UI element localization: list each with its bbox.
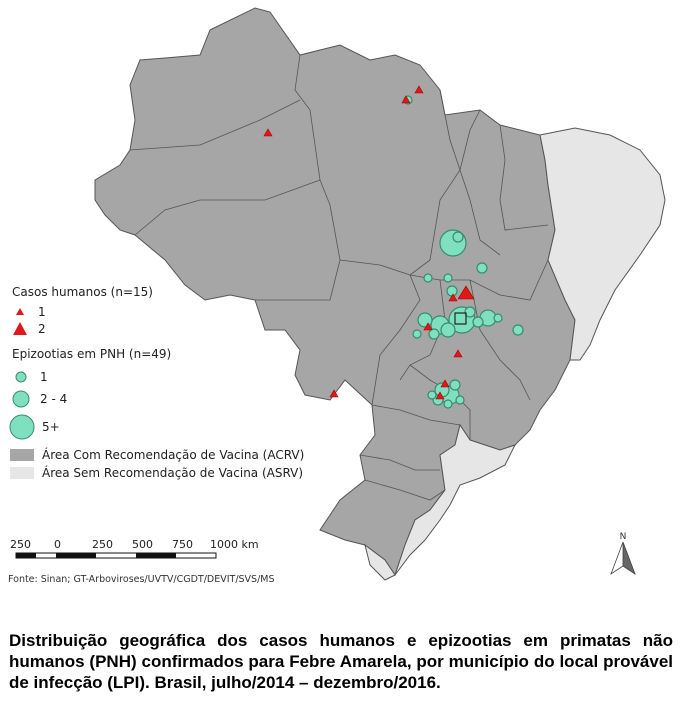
asrv-swatch bbox=[10, 467, 34, 479]
legend-human-cases-title: Casos humanos (n=15) bbox=[12, 285, 153, 299]
figure-caption: Distribuição geográfica dos casos humano… bbox=[9, 631, 673, 692]
epizootia-markers bbox=[403, 95, 524, 409]
scale-tick-3: 500 bbox=[132, 538, 153, 551]
scale-tick-4: 750 bbox=[172, 538, 193, 551]
north-arrow-icon: N bbox=[610, 532, 636, 576]
scale-bar-graphic bbox=[15, 552, 217, 559]
scale-tick-5: 1000 km bbox=[210, 538, 259, 551]
circle-small-icon bbox=[15, 371, 27, 383]
scale-bar: 250 0 250 500 750 1000 km bbox=[10, 538, 270, 564]
map-source: Fonte: Sinan; GT-Arboviroses/UVTV/CGDT/D… bbox=[8, 574, 275, 585]
triangle-large-icon bbox=[13, 322, 27, 335]
svg-text:N: N bbox=[620, 532, 627, 542]
asrv-area-northeast bbox=[539, 127, 666, 361]
brazil-map bbox=[94, 7, 666, 581]
scale-tick-0: 250 bbox=[10, 538, 31, 551]
south-tip bbox=[364, 543, 396, 581]
human-case-markers bbox=[263, 85, 475, 400]
epizootia-highlight-box bbox=[454, 312, 467, 325]
acrv-swatch bbox=[10, 449, 34, 461]
circle-large-icon bbox=[9, 414, 35, 440]
circle-medium-icon bbox=[12, 390, 30, 408]
asrv-area-south bbox=[394, 423, 516, 576]
legend-epizootics-title: Epizootias em PNH (n=49) bbox=[12, 347, 172, 361]
acrv-area bbox=[94, 7, 576, 577]
triangle-small-icon bbox=[16, 308, 24, 315]
state-borders bbox=[129, 54, 549, 501]
scale-tick-2: 250 bbox=[92, 538, 113, 551]
scale-tick-1: 0 bbox=[54, 538, 61, 551]
